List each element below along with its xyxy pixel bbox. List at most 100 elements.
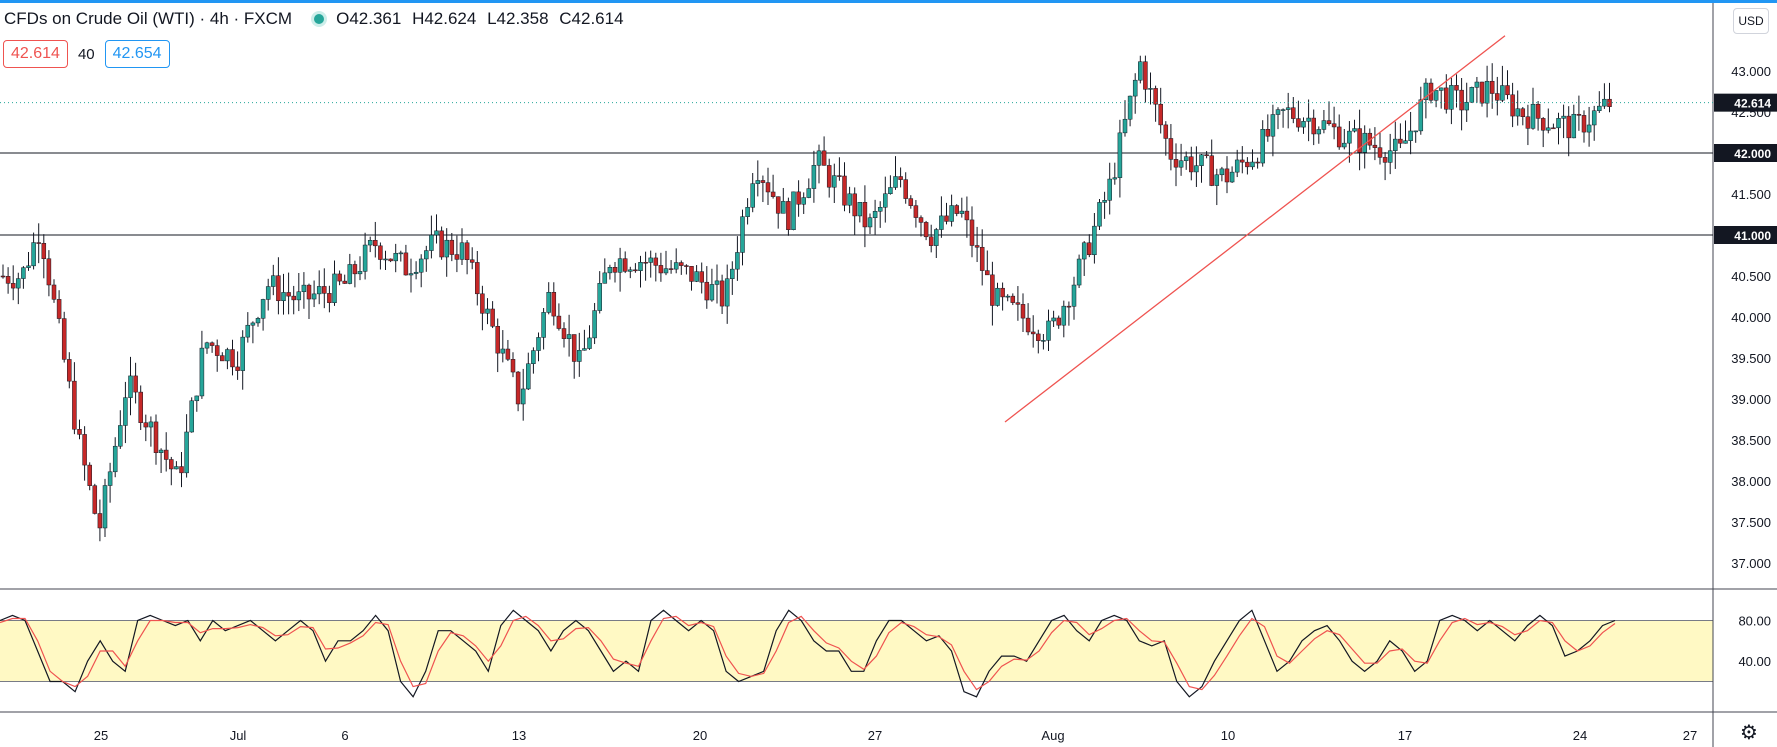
candle-body-177 (903, 179, 908, 199)
candle-body-186 (949, 205, 954, 222)
candle-body-86 (439, 230, 444, 258)
settings-gear-icon[interactable]: ⚙ (1740, 722, 1758, 744)
candle-body-93 (475, 262, 480, 295)
candle-body-10 (51, 284, 57, 300)
price-tick-5: 39.500 (1731, 351, 1771, 366)
buy-price-button[interactable]: 42.654 (104, 40, 170, 68)
candle-body-59 (301, 284, 307, 293)
candle-body-7 (36, 242, 41, 244)
candle-body-24 (123, 397, 128, 426)
candle-body-88 (449, 239, 455, 255)
quote-row: 42.614 40 42.654 (3, 40, 170, 68)
candle-body-14 (72, 380, 77, 430)
candle-body-134 (684, 265, 689, 267)
horizontal-level-label-bg-1 (1714, 226, 1777, 244)
candle-body-40 (204, 342, 210, 349)
candle-body-41 (209, 342, 215, 346)
candle-body-95 (485, 308, 490, 314)
candle-body-141 (719, 280, 725, 307)
candle-body-219 (1117, 132, 1123, 178)
candle-body-288 (1469, 87, 1475, 103)
candle-body-311 (1586, 124, 1592, 133)
candle-body-247 (1260, 129, 1265, 164)
candle-body-61 (311, 293, 317, 300)
candle-body-231 (1178, 160, 1184, 168)
candle-body-15 (77, 429, 82, 435)
candle-body-218 (1112, 177, 1118, 180)
candle-body-179 (913, 205, 919, 218)
candle-body-277 (1413, 130, 1418, 133)
candle-body-45 (230, 349, 235, 368)
time-tick-8: 17 (1398, 728, 1412, 743)
candle-body-291 (1484, 80, 1490, 104)
price-tick-9: 41.500 (1731, 187, 1771, 202)
candle-body-234 (1194, 165, 1199, 173)
candle-body-235 (1199, 154, 1204, 166)
candle-body-29 (148, 421, 154, 428)
candle-body-48 (245, 324, 251, 338)
candle-body-120 (612, 267, 618, 273)
candle-body-270 (1377, 147, 1383, 158)
candle-body-153 (781, 201, 786, 214)
price-tick-2: 38.000 (1731, 474, 1771, 489)
candle-body-163 (832, 175, 837, 188)
candle-body-68 (347, 264, 353, 284)
candle-body-230 (1173, 159, 1179, 168)
candle-body-174 (888, 187, 893, 194)
candle-body-183 (934, 229, 939, 246)
candle-body-194 (990, 274, 995, 306)
candle-body-160 (816, 150, 822, 166)
candle-body-91 (464, 242, 470, 261)
candle-body-199 (1015, 302, 1021, 305)
candle-body-128 (653, 257, 659, 266)
candle-body-223 (1138, 61, 1143, 81)
sell-price-button[interactable]: 42.614 (3, 40, 68, 68)
candle-body-90 (459, 242, 465, 260)
oscillator-series-1 (0, 615, 1616, 691)
candle-body-161 (821, 150, 827, 166)
candle-body-50 (255, 318, 261, 324)
candle-body-130 (663, 268, 669, 274)
candle-body-232 (1183, 156, 1189, 161)
candle-body-151 (770, 191, 776, 197)
candle-body-92 (469, 259, 475, 263)
candle-body-228 (1163, 124, 1169, 139)
candle-body-17 (87, 464, 92, 486)
candle-body-8 (41, 243, 47, 259)
candle-body-114 (582, 348, 587, 351)
candle-body-112 (571, 334, 577, 362)
currency-button[interactable]: USD (1733, 8, 1769, 34)
candle-body-283 (1444, 87, 1449, 110)
candle-body-78 (398, 252, 404, 255)
candle-body-196 (1000, 287, 1005, 298)
candle-body-250 (1275, 109, 1281, 115)
candle-body-187 (954, 205, 959, 214)
candle-body-5 (26, 265, 31, 268)
time-tick-2: 6 (341, 728, 348, 743)
candle-body-25 (128, 375, 133, 398)
candle-body-37 (189, 400, 194, 433)
symbol-legend[interactable]: CFDs on Crude Oil (WTI) · 4h · FXCM O42.… (4, 9, 624, 29)
candle-body-148 (755, 180, 761, 184)
candle-body-98 (500, 348, 506, 354)
candle-body-210 (1071, 284, 1077, 307)
candle-body-278 (1418, 99, 1424, 132)
candle-body-83 (424, 250, 429, 260)
candle-body-125 (638, 262, 643, 271)
candle-body-36 (184, 431, 189, 474)
candle-body-62 (316, 286, 322, 295)
candle-body-103 (526, 363, 531, 390)
candle-body-307 (1566, 115, 1571, 139)
candle-body-1 (5, 276, 11, 284)
candle-body-60 (306, 284, 312, 300)
candle-body-101 (515, 371, 521, 405)
candle-body-155 (791, 191, 796, 230)
symbol-title[interactable]: CFDs on Crude Oil (WTI) · 4h · FXCM (4, 9, 293, 28)
candle-body-312 (1591, 110, 1597, 126)
candle-body-182 (928, 236, 934, 246)
candle-body-122 (622, 258, 628, 272)
candle-body-195 (995, 287, 1000, 306)
candle-body-222 (1132, 79, 1138, 97)
candle-body-51 (260, 299, 266, 319)
